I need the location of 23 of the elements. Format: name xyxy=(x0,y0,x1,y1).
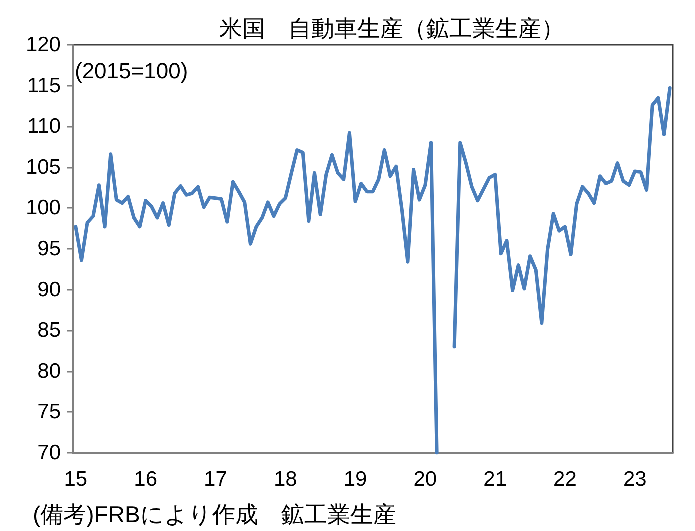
y-tick-label: 105 xyxy=(26,156,61,179)
y-tick-label: 90 xyxy=(38,278,61,302)
y-tick-label: 70 xyxy=(38,442,61,464)
y-tick-label: 115 xyxy=(28,74,61,98)
y-tick-label: 95 xyxy=(38,238,61,260)
y-tick-label: 110 xyxy=(28,115,61,138)
x-tick-label: 15 xyxy=(64,468,88,491)
text: (備考)FRBにより作成 鉱工業生産 xyxy=(33,502,396,528)
chart-title: 米国 自動車生産（鉱工業生産） xyxy=(220,16,564,42)
x-tick-label: 20 xyxy=(414,468,438,491)
x-tick-label: 22 xyxy=(554,468,577,491)
y-tick-label: 120 xyxy=(26,34,61,56)
y-tick-label: 75 xyxy=(38,400,61,424)
y-tick-label: 85 xyxy=(38,319,61,342)
y-tick-label: 80 xyxy=(38,360,61,383)
y-axis-title: (2015=100) xyxy=(75,58,188,84)
x-tick-label: 17 xyxy=(204,468,228,491)
x-tick-label: 16 xyxy=(134,468,158,491)
x-tick-label: 21 xyxy=(484,468,508,491)
x-tick-label: 18 xyxy=(274,468,298,491)
x-tick-label: 19 xyxy=(344,468,368,491)
x-tick-label: 23 xyxy=(623,468,647,491)
y-tick-label: 100 xyxy=(26,196,61,220)
